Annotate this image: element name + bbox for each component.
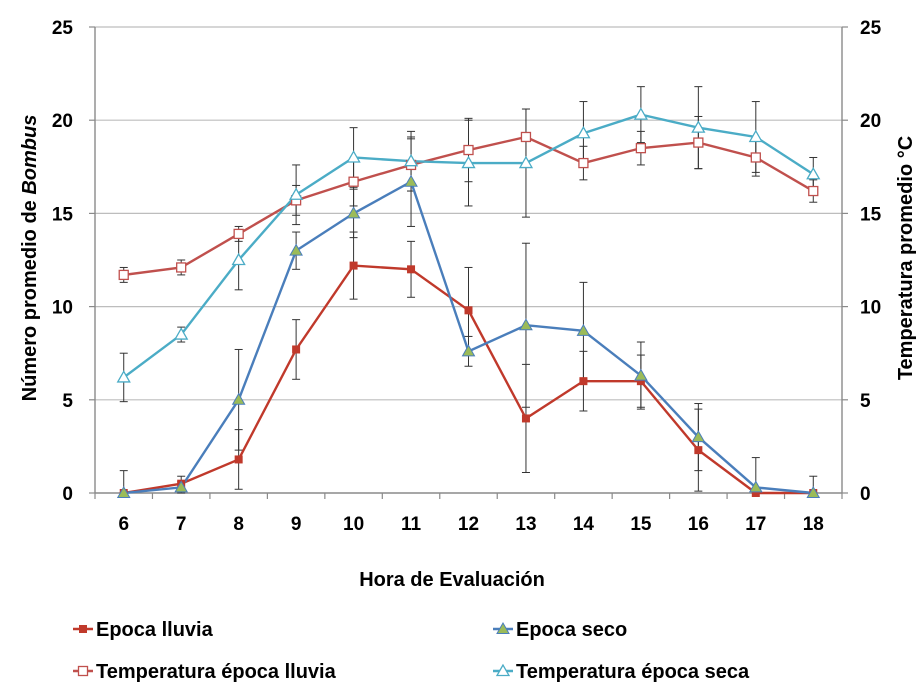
legend-item-epoca-seco: Epoca seco — [493, 619, 627, 641]
y-left-tick-label: 5 — [62, 391, 73, 412]
x-tick-label: 11 — [401, 514, 422, 535]
point-temperatura-epoca-seca — [231, 252, 246, 266]
x-tick-label: 17 — [745, 514, 766, 535]
point-temperatura-epoca-lluvia — [693, 137, 704, 148]
y-left-tick-label: 15 — [52, 204, 74, 225]
point-temperatura-epoca-lluvia — [635, 143, 647, 154]
point-epoca-lluvia — [292, 345, 301, 354]
point-temperatura-epoca-lluvia — [578, 157, 589, 169]
point-temperatura-epoca-seca — [576, 125, 591, 139]
point-temperatura-epoca-lluvia — [176, 262, 187, 273]
y-right-tick-label: 25 — [860, 18, 882, 39]
x-tick-label: 12 — [458, 514, 479, 535]
point-temperatura-epoca-seca — [346, 150, 361, 163]
point-temperatura-epoca-seca — [633, 107, 649, 120]
legend-swatch-marker — [79, 625, 87, 633]
legend-item-temperatura-epoca-seca: Temperatura época seca — [493, 661, 750, 683]
y-right-tick-label: 15 — [860, 204, 882, 225]
point-temperatura-epoca-lluvia — [118, 269, 129, 281]
axes — [89, 26, 848, 499]
point-epoca-lluvia — [349, 261, 358, 270]
series-markers — [116, 107, 821, 498]
point-epoca-lluvia — [407, 265, 416, 274]
point-epoca-lluvia — [694, 446, 703, 455]
point-epoca-seco — [691, 430, 706, 443]
point-temperatura-epoca-seca — [518, 155, 534, 169]
point-epoca-lluvia — [579, 377, 588, 386]
point-epoca-seco — [289, 243, 303, 256]
y-right-tick-label: 20 — [860, 111, 881, 132]
point-epoca-lluvia — [521, 414, 530, 423]
point-temperatura-epoca-seca — [806, 166, 821, 180]
y-axis-right-title: Temperatura promedio °C — [895, 136, 917, 380]
point-temperatura-epoca-seca — [748, 129, 763, 143]
point-epoca-seco — [806, 485, 821, 498]
x-tick-label: 13 — [515, 514, 536, 535]
x-tick-label: 18 — [803, 514, 824, 535]
x-tick-label: 7 — [176, 514, 187, 535]
point-temperatura-epoca-seca — [691, 120, 706, 133]
y-axis-left-title-prefix: Número promedio de — [19, 195, 41, 402]
legend-swatch-marker — [495, 663, 511, 677]
y-right-tick-label: 0 — [860, 484, 871, 505]
point-epoca-lluvia — [234, 455, 243, 464]
x-tick-label: 6 — [118, 514, 129, 535]
legend-label: Temperatura época lluvia — [96, 661, 337, 683]
point-epoca-seco — [634, 368, 648, 381]
x-tick-label: 14 — [573, 514, 595, 535]
point-temperatura-epoca-seca — [116, 370, 131, 383]
point-temperatura-epoca-seca — [174, 327, 189, 340]
point-temperatura-epoca-seca — [461, 155, 476, 169]
y-right-tick-label: 10 — [860, 298, 881, 319]
y-left-tick-label: 10 — [52, 298, 73, 319]
y-left-tick-label: 25 — [52, 18, 74, 39]
point-epoca-seco — [116, 485, 131, 498]
y-left-tick-label: 20 — [52, 111, 73, 132]
point-epoca-seco — [748, 480, 763, 493]
point-epoca-seco — [174, 480, 189, 493]
x-tick-label: 10 — [343, 514, 364, 535]
point-temperatura-epoca-lluvia — [808, 185, 819, 197]
legend-swatch-marker — [77, 665, 89, 677]
x-tick-label: 15 — [630, 514, 652, 535]
point-temperatura-epoca-seca — [288, 187, 304, 200]
point-temperatura-epoca-lluvia — [750, 152, 761, 163]
point-epoca-seco — [231, 392, 246, 405]
point-epoca-lluvia — [636, 377, 645, 386]
point-epoca-seco — [461, 344, 476, 357]
point-epoca-seco — [404, 174, 418, 187]
legend-label: Epoca lluvia — [96, 619, 214, 641]
y-axis-left-title-italic: Bombus — [19, 115, 41, 195]
point-epoca-seco — [519, 318, 533, 331]
legend-label: Epoca seco — [516, 619, 627, 641]
point-epoca-seco — [346, 206, 361, 219]
x-tick-label: 16 — [688, 514, 709, 535]
x-tick-label: 9 — [291, 514, 302, 535]
legend-label: Temperatura época seca — [516, 661, 750, 683]
point-temperatura-epoca-seca — [403, 153, 419, 167]
point-temperatura-epoca-lluvia — [348, 176, 359, 187]
tick-labels: 0 5 10 15 20 25 0 5 10 15 20 25 6 7 8 9 10 11 12 13 14 15 16 17… — [52, 18, 882, 535]
point-temperatura-epoca-lluvia — [520, 131, 532, 143]
point-epoca-lluvia — [464, 306, 473, 315]
legend: Epoca lluvia Epoca seco Temperatura época … — [73, 619, 750, 683]
gridlines — [95, 26, 842, 401]
x-axis-title: Hora de Evaluación — [359, 569, 545, 591]
point-temperatura-epoca-lluvia — [233, 228, 244, 240]
y-left-tick-label: 0 — [62, 484, 73, 505]
y-right-tick-label: 5 — [860, 391, 871, 412]
y-axis-left-title: Número promedio de Bombus — [19, 115, 41, 402]
legend-item-epoca-lluvia: Epoca lluvia — [73, 619, 214, 641]
point-temperatura-epoca-lluvia — [463, 144, 474, 156]
legend-item-temperatura-epoca-lluvia: Temperatura época lluvia — [73, 661, 337, 683]
legend-swatch-marker — [496, 621, 510, 634]
point-epoca-seco — [576, 323, 591, 336]
x-tick-label: 8 — [233, 514, 244, 535]
point-epoca-lluvia — [751, 489, 760, 497]
